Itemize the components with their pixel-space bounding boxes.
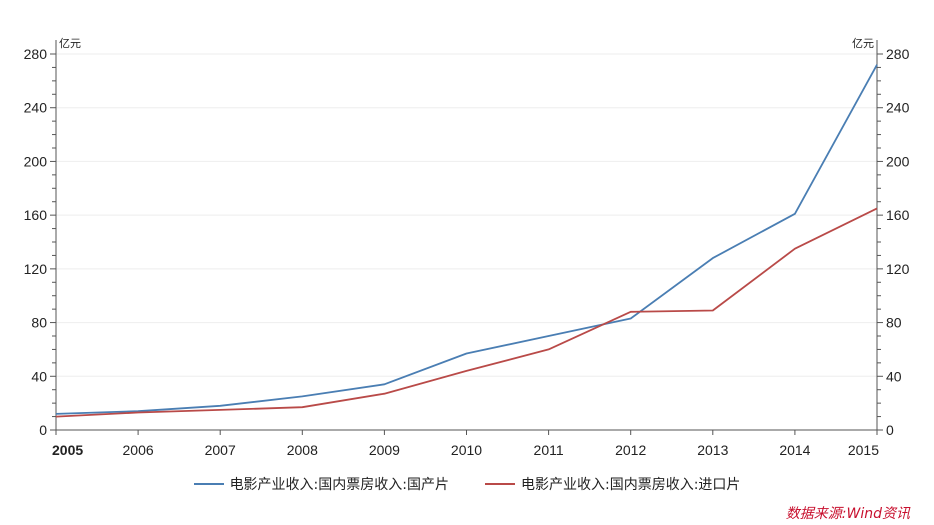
tick-labels: 0 40 80 120 160 200 240 280 0 40 80 120 160 200 240 280… <box>24 37 910 458</box>
y-right-unit-label: 亿元 <box>852 37 874 50</box>
y-left-tick-label: 80 <box>31 315 47 331</box>
y-right-tick-label: 80 <box>886 315 902 331</box>
series-lines <box>55 64 878 418</box>
y-right-tick-label: 280 <box>886 46 910 62</box>
legend-label-imported: 电影产业收入:国内票房收入:进口片 <box>521 477 741 493</box>
y-left-unit-label: 亿元 <box>59 37 81 50</box>
y-right-tick-label: 200 <box>886 153 910 169</box>
x-tick-label: 2010 <box>451 442 482 458</box>
x-tick-label: 2005 <box>52 442 83 458</box>
legend-swatch-imported <box>485 483 515 485</box>
x-tick-label: 2011 <box>534 442 564 458</box>
legend: 电影产业收入:国内票房收入:国产片 电影产业收入:国内票房收入:进口片 <box>0 474 934 494</box>
y-left-tick-label: 240 <box>24 100 48 116</box>
x-tick-label: 2009 <box>369 442 400 458</box>
y-right-tick-label: 120 <box>886 261 910 277</box>
x-tick-label: 2012 <box>615 442 646 458</box>
source-note: 数据来源:Wind资讯 <box>785 506 910 522</box>
y-right-tick-label: 40 <box>886 368 902 384</box>
y-left-tick-label: 0 <box>39 422 47 438</box>
y-left-tick-label: 280 <box>24 46 48 62</box>
grid-lines <box>56 53 877 377</box>
y-left-tick-label: 160 <box>24 207 48 223</box>
x-tick-label: 2008 <box>287 442 318 458</box>
series-line-1 <box>55 207 878 418</box>
line-chart: 0 40 80 120 160 200 240 280 0 40 80 120 160 200 240 280… <box>24 37 910 458</box>
x-tick-label: 2014 <box>779 442 810 458</box>
y-right-tick-label: 240 <box>886 100 910 116</box>
x-tick-label: 2015 <box>848 442 879 458</box>
y-right-tick-label: 160 <box>886 207 910 223</box>
legend-item-domestic: 电影产业收入:国内票房收入:国产片 <box>193 474 449 494</box>
x-tick-label: 2007 <box>205 442 236 458</box>
legend-label-domestic: 电影产业收入:国内票房收入:国产片 <box>229 477 449 493</box>
x-tick-label: 2006 <box>123 442 154 458</box>
y-left-tick-label: 120 <box>24 261 48 277</box>
y-left-tick-label: 200 <box>24 153 48 169</box>
legend-swatch-domestic <box>193 483 224 485</box>
y-right-tick-label: 0 <box>886 422 894 438</box>
legend-item-imported: 电影产业收入:国内票房收入:进口片 <box>485 474 740 494</box>
series-line-0 <box>55 64 878 415</box>
y-left-tick-label: 40 <box>31 368 47 384</box>
axes <box>50 40 883 435</box>
x-tick-label: 2013 <box>697 442 728 458</box>
